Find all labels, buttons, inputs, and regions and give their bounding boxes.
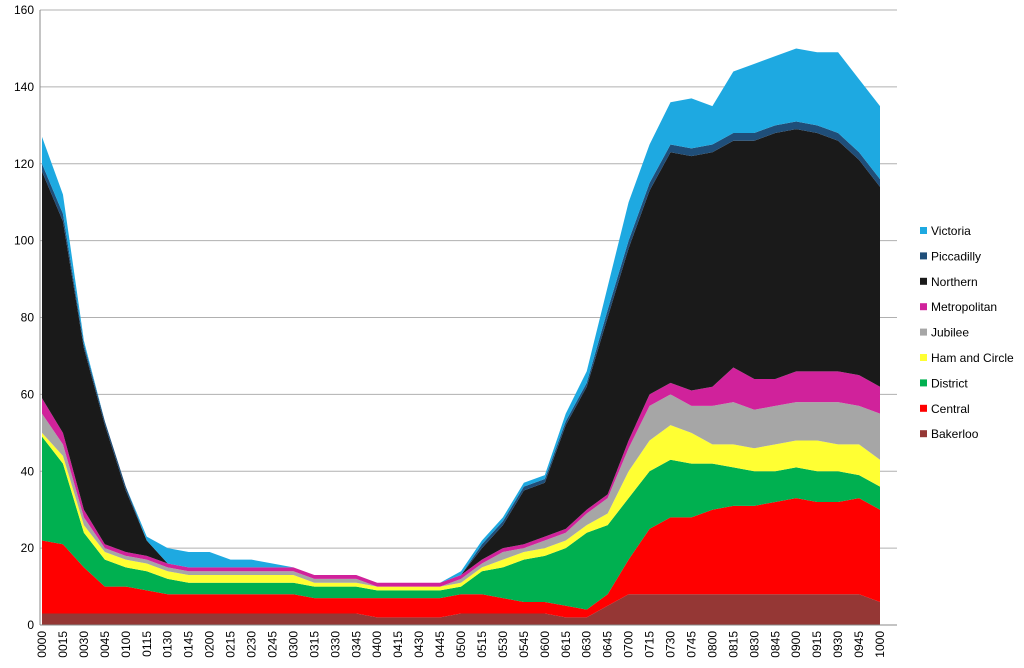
legend-label: Ham and Circle xyxy=(931,351,1014,365)
area xyxy=(42,425,880,591)
area xyxy=(42,367,880,587)
area xyxy=(42,498,880,618)
x-tick-label: 0145 xyxy=(182,631,196,658)
y-tick-label: 20 xyxy=(21,541,35,555)
area xyxy=(42,129,880,583)
x-tick-label: 0700 xyxy=(622,631,636,658)
x-tick-label: 0645 xyxy=(601,631,615,658)
legend-label: Metropolitan xyxy=(931,300,997,314)
x-tick-label: 0000 xyxy=(35,631,49,658)
legend-label: Victoria xyxy=(931,224,971,238)
x-tick-label: 0600 xyxy=(538,631,552,658)
x-tick-label: 0215 xyxy=(224,631,238,658)
x-tick-label: 0430 xyxy=(412,631,426,658)
y-tick-label: 100 xyxy=(14,234,34,248)
y-tick-label: 160 xyxy=(14,3,34,17)
y-tick-label: 120 xyxy=(14,157,34,171)
x-tick-label: 0100 xyxy=(119,631,133,658)
x-tick-label: 0915 xyxy=(810,631,824,658)
x-tick-label: 0615 xyxy=(559,631,573,658)
x-tick-label: 0800 xyxy=(705,631,719,658)
x-tick-label: 0030 xyxy=(77,631,91,658)
x-tick-label: 0045 xyxy=(98,631,112,658)
x-tick-label: 0945 xyxy=(852,631,866,658)
area xyxy=(42,594,880,625)
x-tick-label: 0500 xyxy=(454,631,468,658)
x-tick-label: 0315 xyxy=(307,631,321,658)
x-tick-label: 0930 xyxy=(831,631,845,658)
y-tick-label: 40 xyxy=(21,464,35,478)
x-tick-label: 0345 xyxy=(349,631,363,658)
x-tick-label: 0845 xyxy=(768,631,782,658)
x-tick-label: 0630 xyxy=(580,631,594,658)
x-tick-label: 0230 xyxy=(245,631,259,658)
legend-label: Bakerloo xyxy=(931,427,979,441)
x-tick-label: 0400 xyxy=(370,631,384,658)
legend-swatch xyxy=(920,430,927,438)
legend-swatch xyxy=(920,277,927,285)
x-tick-label: 0815 xyxy=(726,631,740,658)
legend-label: District xyxy=(931,376,968,390)
x-tick-label: 0545 xyxy=(517,631,531,658)
x-tick-label: 0830 xyxy=(747,631,761,658)
x-tick-label: 0200 xyxy=(203,631,217,658)
area xyxy=(42,48,880,583)
x-tick-label: 0115 xyxy=(140,631,154,657)
x-tick-label: 0130 xyxy=(161,631,175,658)
x-tick-label: 0300 xyxy=(286,631,300,658)
legend-swatch xyxy=(920,227,927,234)
x-tick-label: 0330 xyxy=(328,631,342,658)
y-tick-label: 0 xyxy=(27,618,34,632)
x-tick-label: 0715 xyxy=(643,631,657,658)
legend-swatch xyxy=(920,303,927,311)
x-tick-label: 0015 xyxy=(56,631,70,658)
y-tick-label: 80 xyxy=(21,311,35,325)
area xyxy=(42,394,880,587)
legend-label: Northern xyxy=(931,275,978,289)
legend-swatch xyxy=(920,354,927,361)
legend-swatch xyxy=(920,252,927,260)
legend-label: Central xyxy=(931,402,970,416)
x-tick-label: 0445 xyxy=(433,631,447,658)
x-tick-label: 0900 xyxy=(789,631,803,658)
legend-label: Jubilee xyxy=(931,326,969,340)
x-tick-label: 0530 xyxy=(496,631,510,658)
legend-swatch xyxy=(920,404,927,412)
x-tick-label: 0415 xyxy=(391,631,405,658)
x-tick-label: 1000 xyxy=(873,631,887,658)
area xyxy=(42,436,880,610)
x-tick-label: 0515 xyxy=(475,631,489,658)
legend-label: Piccadilly xyxy=(931,249,981,263)
x-tick-label: 0745 xyxy=(684,631,698,658)
y-tick-label: 60 xyxy=(21,387,35,401)
legend-swatch xyxy=(920,328,927,336)
x-tick-label: 0730 xyxy=(664,631,678,658)
x-tick-label: 0245 xyxy=(265,631,279,658)
y-tick-label: 140 xyxy=(14,80,34,94)
legend-swatch xyxy=(920,379,927,387)
